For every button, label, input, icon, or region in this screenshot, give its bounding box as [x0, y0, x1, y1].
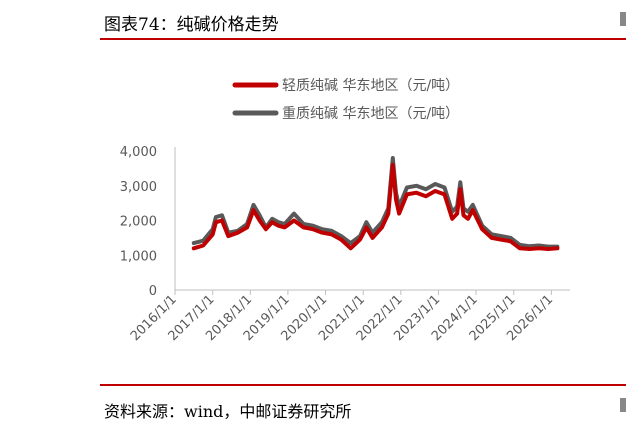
- y-axis: 0 1,000 2,000 3,000 4,000: [120, 145, 176, 299]
- y-tick-label: 1,000: [120, 249, 157, 264]
- series-line-light-soda-ash: [191, 162, 560, 251]
- chart-title: 图表74：纯碱价格走势: [104, 15, 279, 35]
- y-tick-label: 2,000: [120, 215, 157, 230]
- chart-header: 图表74：纯碱价格走势: [100, 0, 626, 40]
- y-tick-label: 3,000: [120, 180, 157, 195]
- series-layer: [191, 156, 560, 251]
- source-note: 资料来源：wind，中邮证券研究所: [104, 402, 352, 421]
- legend-label: 轻质纯碱 华东地区（元/吨）: [282, 78, 459, 94]
- edge-marker: [620, 398, 626, 412]
- footer-divider: [100, 384, 626, 386]
- chart-footer: 资料来源：wind，中邮证券研究所: [100, 384, 626, 426]
- chart-legend: 轻质纯碱 华东地区（元/吨） 重质纯碱 华东地区（元/吨）: [232, 78, 459, 122]
- y-tick-label: 4,000: [120, 145, 157, 160]
- y-tick-label: 0: [149, 284, 157, 299]
- edge-marker: [620, 12, 626, 26]
- legend-label: 重质纯碱 华东地区（元/吨）: [282, 106, 459, 122]
- title-divider: [100, 38, 626, 40]
- x-axis: 2016/1/12017/1/12018/1/12019/1/12020/1/1…: [128, 289, 570, 344]
